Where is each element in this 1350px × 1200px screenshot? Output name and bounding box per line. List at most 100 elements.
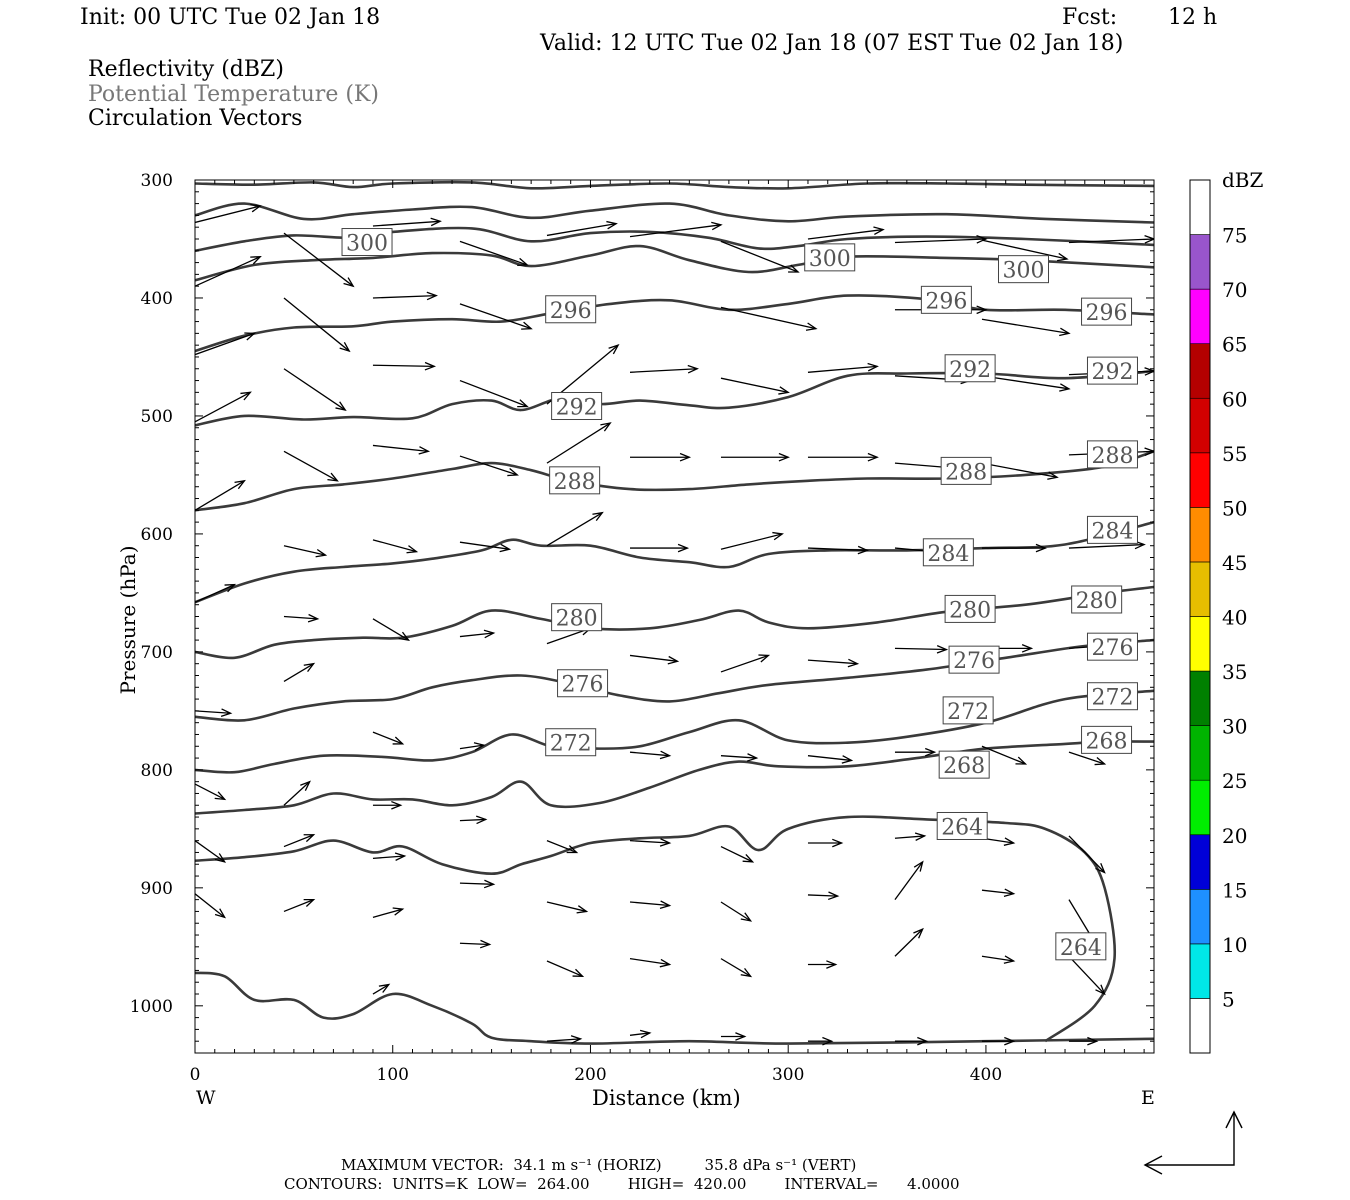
circulation-vector xyxy=(720,1032,747,1041)
vector-head xyxy=(406,545,419,554)
vector-head xyxy=(398,631,411,641)
circulation-vector xyxy=(894,645,949,654)
vector-head xyxy=(303,898,316,907)
vector-head xyxy=(378,983,391,993)
circulation-vector xyxy=(372,539,419,554)
vector-shaft xyxy=(195,205,261,224)
colorbar-tick-label: 15 xyxy=(1222,878,1247,902)
colorbar-tick-label: 30 xyxy=(1222,715,1247,739)
contour-label-text: 280 xyxy=(556,607,598,632)
circulation-vector xyxy=(981,318,1071,337)
vector-head xyxy=(391,800,403,810)
vector-shaft xyxy=(629,751,670,757)
circulation-vector xyxy=(195,783,227,801)
circulation-vector xyxy=(981,462,1059,480)
colorbar-bin-60 xyxy=(1189,343,1211,399)
vector-shaft xyxy=(807,365,878,373)
theta-contour-264 xyxy=(195,815,1117,1043)
vector-head xyxy=(687,364,699,374)
contour-label-box xyxy=(804,243,856,272)
colorbar-bin-0 xyxy=(1189,998,1211,1054)
vector-head xyxy=(430,217,442,227)
circulation-vector xyxy=(283,297,351,353)
vector-head xyxy=(1057,252,1069,262)
vector-head xyxy=(244,332,256,341)
vector-shaft xyxy=(283,232,354,287)
y-tick-label: 1000 xyxy=(130,997,173,1017)
vector-shaft xyxy=(720,240,799,273)
circulation-vector xyxy=(546,1035,583,1044)
circulation-vector xyxy=(459,939,492,949)
vector-head xyxy=(592,511,604,522)
circulation-vector xyxy=(459,541,512,553)
circulation-vector xyxy=(195,255,262,287)
vector-head xyxy=(327,472,339,482)
vector-head xyxy=(517,399,529,408)
reference-arrow-left-head xyxy=(1143,1155,1163,1175)
vector-head xyxy=(639,1029,652,1039)
vector-head xyxy=(570,1035,583,1044)
contour-label-text: 296 xyxy=(550,299,592,324)
vector-head xyxy=(1015,756,1028,765)
contour-label-box xyxy=(944,594,996,623)
contour-label-text: 288 xyxy=(1091,444,1133,469)
vector-head xyxy=(608,344,620,355)
contour-label-text: 272 xyxy=(947,700,989,725)
circulation-vector xyxy=(372,800,403,810)
vector-shaft xyxy=(894,928,924,957)
circulation-vector xyxy=(283,898,316,913)
y-tick-label: 700 xyxy=(141,643,173,663)
vector-shaft xyxy=(195,256,261,287)
colorbar-tick-label: 25 xyxy=(1222,769,1247,793)
reference-vector-icon xyxy=(1143,1110,1243,1175)
circulation-vector xyxy=(981,239,1069,262)
vector-shaft xyxy=(459,455,518,476)
contour-label: 284 xyxy=(922,538,974,567)
colorbar-tick-label: 35 xyxy=(1222,660,1247,684)
vector-shaft xyxy=(720,654,769,673)
circulation-vector xyxy=(894,235,988,244)
circulation-vector xyxy=(894,1036,929,1046)
vector-shaft xyxy=(372,539,417,553)
circulation-vector xyxy=(629,838,672,847)
vector-head xyxy=(805,322,818,331)
vector-head xyxy=(913,860,924,872)
contour-label: 272 xyxy=(1086,682,1138,711)
field-potential-temperature: Potential Temperature (K) xyxy=(88,82,379,107)
contour-label-text: 280 xyxy=(949,598,991,623)
vector-shaft xyxy=(283,545,326,556)
vector-shaft xyxy=(372,731,403,745)
vector-head xyxy=(867,362,879,372)
vector-shaft xyxy=(372,364,435,368)
vector-shaft xyxy=(283,368,346,411)
contour-label-text: 268 xyxy=(943,754,985,779)
circulation-vector xyxy=(981,745,1028,765)
theta-contour-276 xyxy=(195,638,1154,722)
axes: 300 400 500 600 700 800 900 1000 0 100 200 300 400 xyxy=(130,171,1002,1085)
vector-head xyxy=(234,479,246,490)
vector-head xyxy=(214,908,227,919)
vector-shaft xyxy=(720,845,753,863)
contour-label-box xyxy=(551,392,603,421)
colorbar-bin-15 xyxy=(1189,834,1211,890)
vector-head xyxy=(483,879,496,889)
vector-shaft xyxy=(546,960,583,977)
colorbar-legend: 5 10 15 20 25 30 35 40 45 50 55 60 65 70 75 xyxy=(1189,179,1247,1054)
vector-shaft xyxy=(372,618,409,641)
vector-head xyxy=(659,958,672,968)
vector-head xyxy=(735,1032,747,1041)
circulation-vector xyxy=(459,742,486,751)
vector-head xyxy=(832,838,844,848)
vector-shaft xyxy=(629,368,698,373)
vector-shaft xyxy=(629,654,678,662)
vector-shaft xyxy=(283,450,338,482)
vector-head xyxy=(220,708,233,717)
colorbar-bin-40 xyxy=(1189,561,1211,617)
vector-head xyxy=(659,838,672,847)
vector-head xyxy=(214,853,227,863)
contour-label-box xyxy=(922,538,974,567)
contour-label-text: 284 xyxy=(927,542,969,567)
vector-head xyxy=(711,221,723,231)
circulation-vector xyxy=(630,543,690,553)
contour-label-box xyxy=(557,669,609,698)
